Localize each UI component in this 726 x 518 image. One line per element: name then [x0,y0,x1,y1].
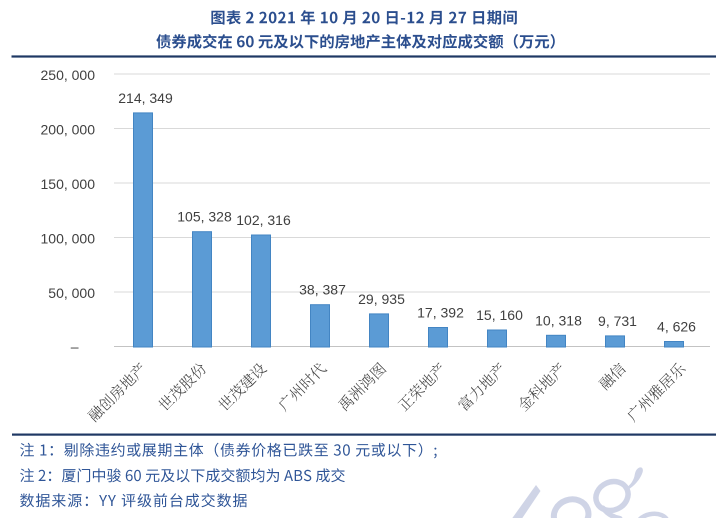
svg-text:100, 000: 100, 000 [41,231,96,247]
svg-text:214, 349: 214, 349 [118,90,173,106]
svg-text:50, 000: 50, 000 [48,285,95,301]
svg-text:10, 318: 10, 318 [535,312,582,328]
svg-text:150, 000: 150, 000 [41,176,96,192]
svg-text:102, 316: 102, 316 [236,212,291,228]
svg-text:9, 731: 9, 731 [598,313,637,329]
svg-text:–: – [71,339,79,355]
svg-text:17, 392: 17, 392 [417,305,464,321]
svg-text:4, 626: 4, 626 [657,319,696,335]
svg-text:250, 000: 250, 000 [41,67,96,83]
svg-text:200, 000: 200, 000 [41,122,96,138]
svg-text:105, 328: 105, 328 [177,209,232,225]
svg-text:29, 935: 29, 935 [358,291,405,307]
svg-text:15, 160: 15, 160 [476,307,523,323]
svg-text:38, 387: 38, 387 [299,282,346,298]
